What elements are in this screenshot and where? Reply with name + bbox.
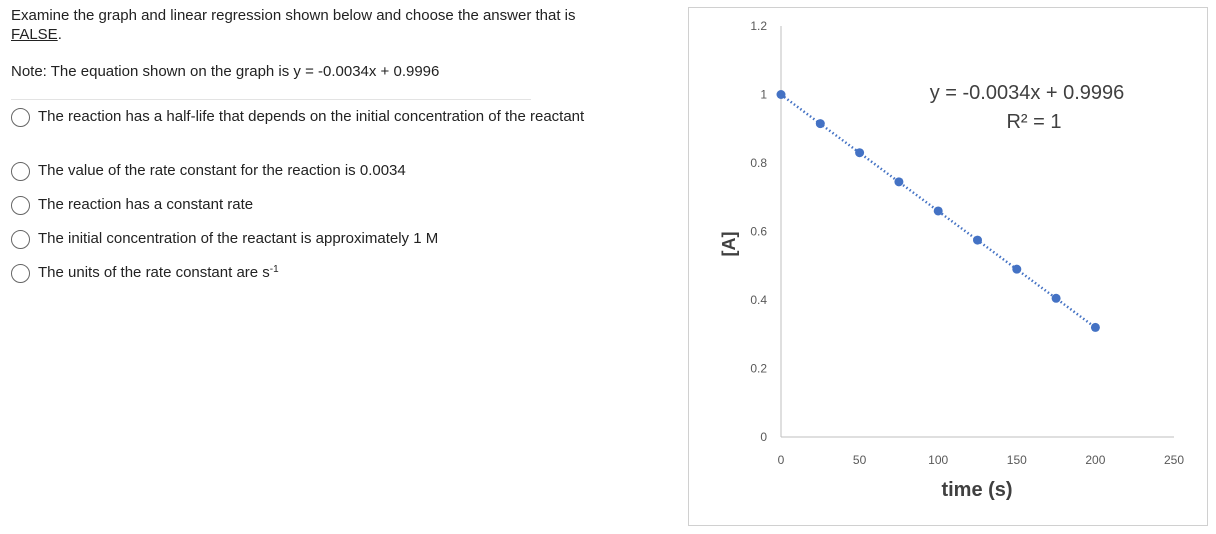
data-point (1012, 264, 1022, 274)
divider (11, 99, 531, 100)
y-tick-label: 1.2 (750, 19, 767, 33)
data-point (776, 90, 786, 99)
y-tick-label: 0.6 (750, 225, 767, 239)
option-half-life[interactable]: The reaction has a half-life that depend… (11, 107, 613, 127)
option-label: The reaction has a constant rate (38, 196, 254, 213)
question-line-1: Examine the graph and linear regression … (11, 7, 576, 24)
y-axis-label: [A] (719, 232, 739, 257)
question-line-2: FALSE. (11, 25, 671, 44)
radio-button[interactable] (11, 230, 30, 249)
y-tick-label: 0 (760, 430, 767, 444)
data-point (815, 119, 825, 129)
y-tick-label: 0.2 (750, 362, 767, 376)
y-tick-labels: 0 0.2 0.4 0.6 0.8 1 1.2 (750, 19, 767, 444)
option-label: The units of the rate constant are s-1 (38, 263, 638, 282)
equation-note: Note: The equation shown on the graph is… (11, 63, 440, 80)
data-point (894, 177, 904, 187)
false-emphasis: FALSE (11, 26, 58, 43)
data-point (973, 235, 982, 245)
regression-chart: 0 0.2 0.4 0.6 0.8 1 1.2 0 50 100 150 200 250 y = -0… (719, 19, 1185, 501)
x-tick-label: 0 (778, 453, 785, 467)
option-rate-constant-units[interactable]: The units of the rate constant are s-1 (11, 263, 638, 283)
question-period: . (57, 26, 62, 43)
option-initial-concentration[interactable]: The initial concentration of the reactan… (11, 229, 638, 249)
r-squared: R² = 1 (1006, 111, 1061, 133)
data-point (855, 148, 865, 158)
radio-button[interactable] (11, 196, 30, 215)
radio-button[interactable] (11, 264, 30, 283)
data-point (1090, 322, 1100, 332)
data-points (776, 90, 1100, 332)
x-tick-label: 100 (928, 453, 948, 467)
trendline (780, 93, 1097, 329)
x-tick-label: 50 (853, 453, 867, 467)
regression-equation: y = -0.0034x + 0.9996 (930, 82, 1125, 104)
data-point (1051, 293, 1061, 303)
y-tick-label: 1 (760, 88, 767, 102)
chart-frame: 0 0.2 0.4 0.6 0.8 1 1.2 0 50 100 150 200 250 y = -0… (688, 7, 1208, 526)
x-tick-labels: 0 50 100 150 200 250 (778, 453, 1185, 467)
option-label: The value of the rate constant for the r… (38, 162, 406, 179)
x-tick-label: 250 (1164, 453, 1184, 467)
radio-button[interactable] (11, 108, 30, 127)
data-point (933, 206, 943, 216)
x-tick-label: 200 (1085, 453, 1105, 467)
x-tick-label: 150 (1007, 453, 1027, 467)
x-axis-label: time (s) (941, 479, 1012, 501)
question-text: Examine the graph and linear regression … (11, 6, 671, 44)
units-text: The units of the rate constant are s (38, 264, 270, 281)
y-tick-label: 0.8 (750, 156, 767, 170)
units-exponent: -1 (269, 264, 279, 275)
option-label: The reaction has a half-life that depend… (38, 108, 585, 125)
option-constant-rate[interactable]: The reaction has a constant rate (11, 195, 638, 215)
option-label: The initial concentration of the reactan… (38, 230, 439, 247)
option-rate-constant-value[interactable]: The value of the rate constant for the r… (11, 161, 638, 181)
radio-button[interactable] (11, 162, 30, 181)
y-tick-label: 0.4 (750, 293, 767, 307)
